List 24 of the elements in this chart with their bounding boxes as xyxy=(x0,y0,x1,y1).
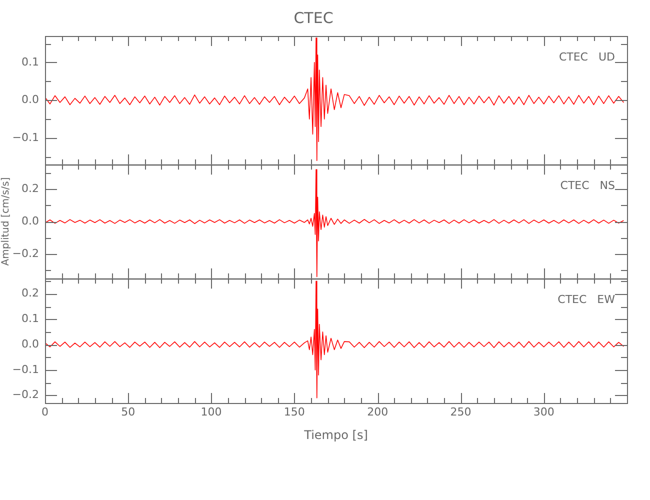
x-axis-title: Tiempo [s] xyxy=(303,428,368,442)
y-tick-label: 0.0 xyxy=(22,337,39,350)
x-tick-label: 50 xyxy=(121,405,136,418)
y-tick-label: 0.2 xyxy=(22,286,39,300)
y-axis-title: Amplitud [cm/s/s] xyxy=(0,176,12,266)
annotation: CTEC NS xyxy=(560,178,616,192)
y-tick-label: 0.2 xyxy=(22,182,39,195)
annotation: CTEC EW xyxy=(558,292,616,306)
y-tick-label: 0.0 xyxy=(22,214,39,228)
y-tick-label: −0.1 xyxy=(12,362,39,376)
annotation: CTEC UD xyxy=(558,50,615,64)
x-tick-label: 0 xyxy=(42,405,48,418)
x-tick-label: 100 xyxy=(200,405,222,418)
y-tick-label: 0.1 xyxy=(22,312,39,325)
y-tick-label: −0.2 xyxy=(12,246,39,260)
y-tick-label: 0.0 xyxy=(22,93,39,106)
x-tick-label: 150 xyxy=(284,405,305,418)
x-tick-label: 200 xyxy=(367,405,388,418)
y-tick-label: −0.2 xyxy=(12,388,39,401)
x-tick-label: 250 xyxy=(450,405,472,418)
chart-title: CTEC xyxy=(294,8,334,27)
x-tick-label: 300 xyxy=(533,405,554,418)
y-tick-label: −0.1 xyxy=(12,130,39,144)
y-tick-label: 0.1 xyxy=(22,55,39,68)
